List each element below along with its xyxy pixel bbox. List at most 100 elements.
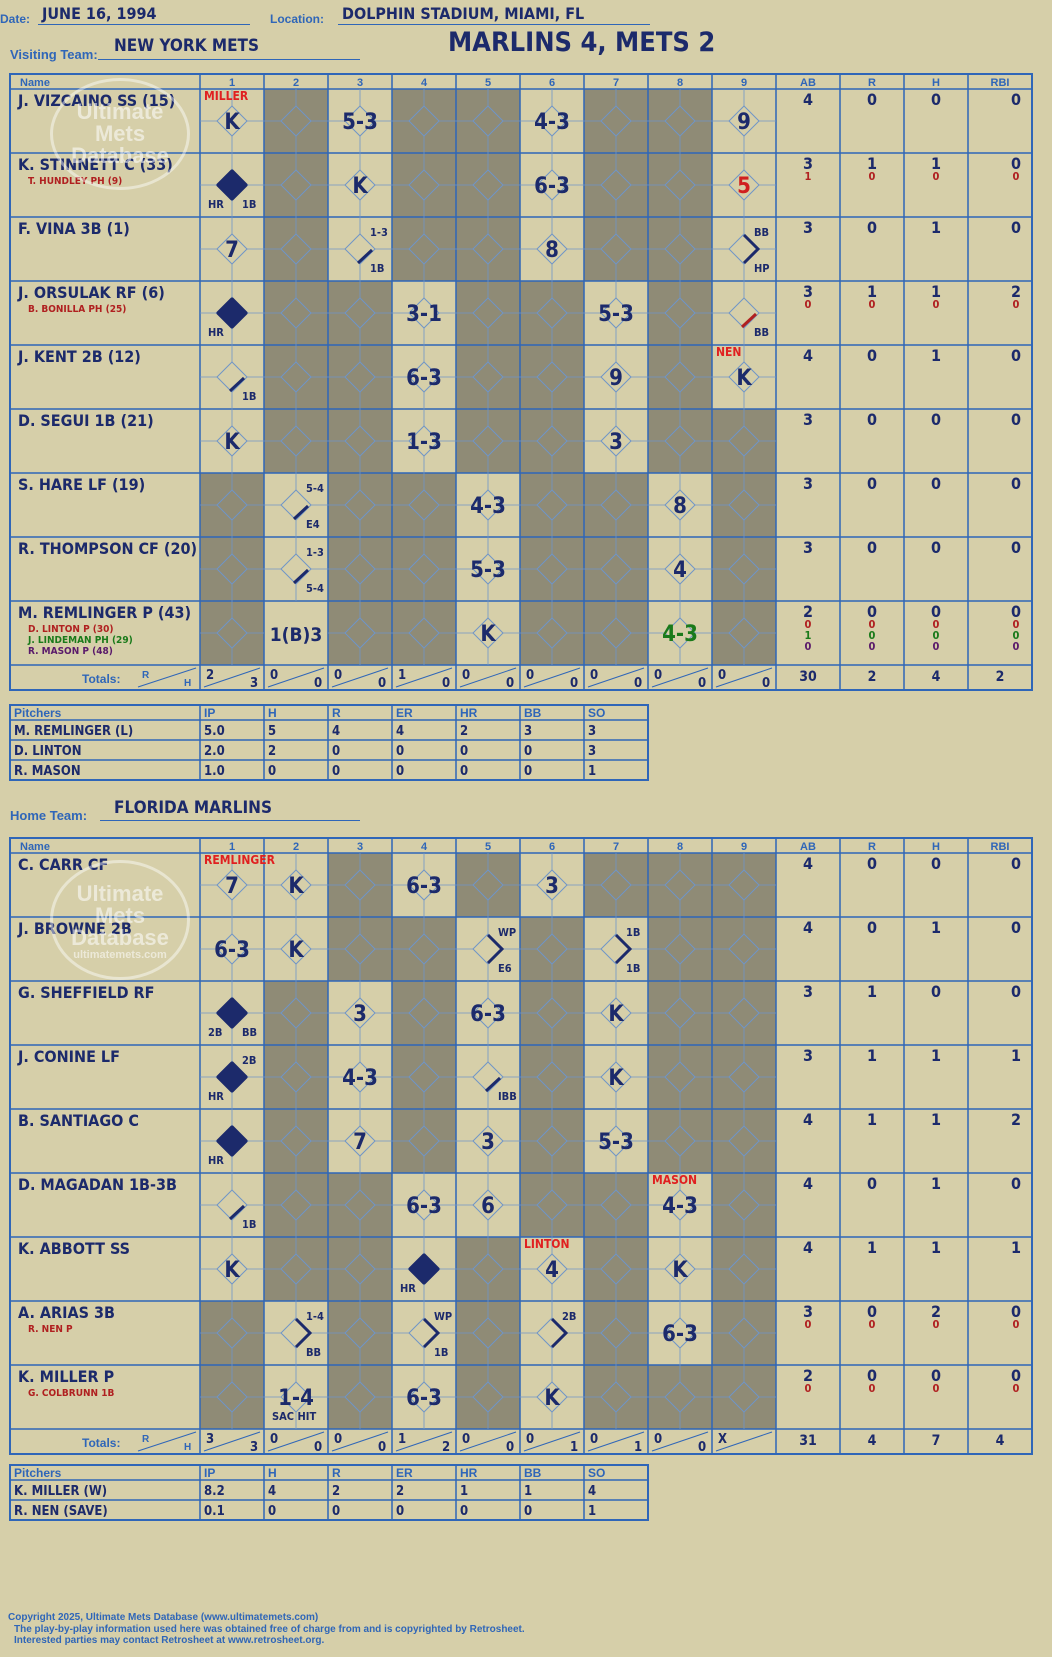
batter-stat: 0 — [933, 298, 940, 311]
pitchers-header: Pitchers — [14, 1466, 62, 1480]
pitcher-stat: 1 — [588, 1504, 596, 1519]
pitcher-stat: 0 — [524, 764, 532, 779]
play-result: 9 — [737, 110, 751, 135]
play-result: 5-3 — [598, 302, 634, 327]
batter-stat: 3 — [803, 1302, 813, 1321]
totals-divider — [587, 667, 645, 688]
batter-stat: 1 — [931, 154, 941, 173]
batter-stat: 0 — [869, 1382, 876, 1395]
hit-type-note: SAC HIT — [272, 1410, 316, 1423]
hit-type-note: 2B — [208, 1026, 222, 1039]
batter-stat: 0 — [1011, 854, 1021, 873]
batter-name: D. SEGUI 1B (21) — [18, 411, 154, 430]
play-result: 3 — [481, 1130, 495, 1155]
total-stat: 2 — [868, 669, 877, 685]
inning-hits: 0 — [378, 676, 386, 691]
play-result: 7 — [353, 1130, 367, 1155]
advance-note: 5-4 — [306, 482, 324, 495]
batter-stat: 3 — [803, 1046, 813, 1065]
batter-stat: 0 — [931, 854, 941, 873]
advance-note: 1-3 — [370, 226, 388, 239]
inning-runs: 0 — [462, 668, 470, 683]
stat-header: AB — [800, 841, 816, 853]
play-result: 6-3 — [406, 1194, 442, 1219]
batter-stat: 0 — [933, 618, 940, 631]
pitchers-header: H — [268, 706, 277, 720]
batter-stat: 0 — [867, 410, 877, 429]
batter-stat: 0 — [805, 640, 812, 653]
play-result: 5 — [737, 174, 751, 199]
advance-note: IBB — [498, 1090, 517, 1103]
stat-header: H — [932, 77, 940, 89]
home-pitchers-table: Pitchers IP H R ER HR BB SOK. MILLER (W) 8.2 4 2 2 1… — [9, 1464, 649, 1521]
batter-stat: 2 — [803, 602, 813, 621]
batter-name: J. KENT 2B (12) — [17, 347, 141, 366]
advance-note: E4 — [306, 518, 320, 531]
inning-runs: X — [718, 1432, 727, 1447]
inning-header: 4 — [421, 841, 428, 853]
totals-divider — [203, 1431, 261, 1452]
batter-name: J. CONINE LF — [17, 1047, 120, 1066]
play-result: 3 — [353, 1002, 367, 1027]
play-result: K — [672, 1258, 688, 1283]
home-run-diamond — [407, 1252, 441, 1286]
inning-runs: 0 — [270, 1432, 278, 1447]
batter-stat: 0 — [805, 298, 812, 311]
batter-stat: 4 — [803, 1110, 813, 1129]
batter-stat: 0 — [1013, 640, 1020, 653]
play-result: K — [224, 110, 240, 135]
play-result: 4-3 — [662, 1194, 698, 1219]
batter-stat: 0 — [867, 854, 877, 873]
pitchers-header: BB — [524, 706, 542, 720]
play-result: K — [608, 1002, 624, 1027]
baserunner-path — [294, 1317, 313, 1349]
totals-divider — [587, 1431, 645, 1452]
scorecard-frame — [9, 837, 1033, 1455]
batter-stat: 0 — [805, 1318, 812, 1331]
single-mark — [292, 504, 310, 521]
inning-hits: 0 — [314, 1440, 322, 1455]
single-mark — [484, 1076, 502, 1093]
batter-stat: 1 — [867, 1046, 877, 1065]
batter-stat: 2 — [1011, 1110, 1021, 1129]
hit-type-note: HR — [208, 326, 224, 339]
pitcher-stat: 0 — [268, 764, 276, 779]
inning-runs: 0 — [334, 1432, 342, 1447]
pitching-change-note: MASON — [652, 1173, 697, 1187]
batter-name: A. ARIAS 3B — [18, 1303, 115, 1322]
batter-name: K. MILLER P — [18, 1367, 114, 1386]
pitching-change-note: MILLER — [204, 89, 249, 103]
hits-label: H — [184, 678, 191, 689]
stat-header: RBI — [991, 841, 1010, 853]
pitchers-header: ER — [396, 1466, 413, 1480]
home-run-diamond — [215, 1124, 249, 1158]
inning-hits: 3 — [250, 676, 258, 691]
advance-note: 1-4 — [306, 1310, 324, 1323]
hit-type-note: HR — [208, 198, 224, 211]
pitchers-header: IP — [204, 1466, 215, 1480]
pitcher-stat: 0 — [268, 1504, 276, 1519]
batter-stat: 3 — [803, 538, 813, 557]
total-stat: 4 — [868, 1433, 877, 1449]
totals-divider — [459, 667, 517, 688]
single-mark — [356, 248, 374, 265]
pitching-change-note: LINTON — [524, 1237, 570, 1251]
batter-stat: 1 — [867, 282, 877, 301]
advance-note: 1B — [242, 198, 256, 211]
batter-stat: 4 — [803, 346, 813, 365]
inning-runs: 0 — [270, 668, 278, 683]
batter-stat: 0 — [1013, 1318, 1020, 1331]
baserunner-path — [486, 933, 505, 965]
pitcher-stat: 3 — [524, 724, 532, 739]
play-result: 6-3 — [534, 174, 570, 199]
pitcher-name: M. REMLINGER (L) — [14, 724, 133, 739]
play-result: 1-3 — [406, 430, 442, 455]
pitchers-header: ER — [396, 706, 413, 720]
visiting-team-label: Visiting Team: — [10, 47, 98, 62]
inning-hits: 0 — [506, 1440, 514, 1455]
date-label: Date: — [0, 12, 31, 26]
batter-stat: 1 — [867, 1238, 877, 1257]
watermark-logo-home: Ultimate Mets Database ultimatemets.com — [50, 860, 190, 980]
batter-stat: 0 — [867, 1174, 877, 1193]
totals-divider — [137, 667, 197, 688]
